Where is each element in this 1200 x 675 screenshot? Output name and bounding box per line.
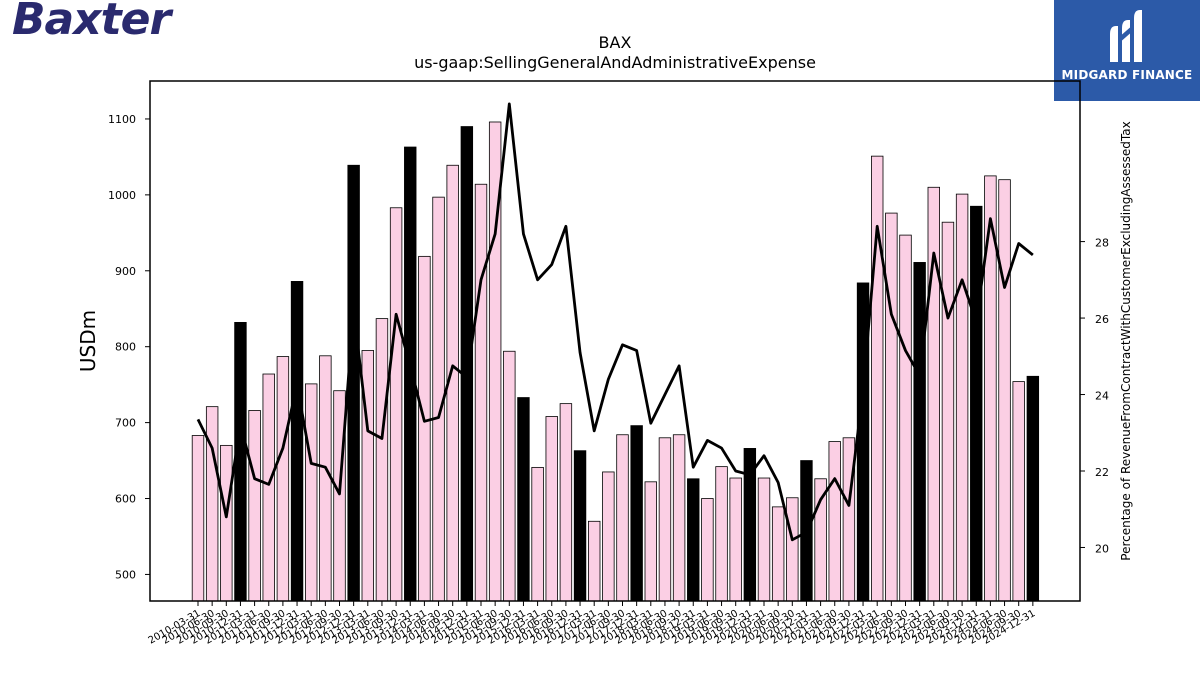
bar: [333, 390, 346, 602]
y-tick-label: 600: [115, 493, 136, 506]
bar: [729, 477, 742, 602]
y-axis-ticks: 500 600 700 800 900 1000 1100: [108, 113, 150, 581]
y2-tick-label: 20: [1095, 542, 1109, 555]
bar: [998, 179, 1011, 602]
series-line: [196, 102, 1034, 542]
bar: [828, 441, 841, 602]
bar: [616, 434, 629, 602]
midgard-logo-icon: [1110, 10, 1142, 62]
y-axis-label: USDm: [76, 310, 100, 372]
bar: [871, 155, 884, 602]
bar: [276, 356, 290, 602]
bar: [418, 255, 431, 602]
bar: [899, 234, 912, 602]
bar: [319, 355, 332, 602]
bar: [517, 397, 530, 602]
badge-label: MIDGARD FINANCE: [1061, 68, 1193, 82]
bar: [927, 186, 941, 602]
bar: [559, 403, 573, 602]
bar: [573, 450, 587, 602]
bar: [220, 444, 233, 602]
plot-frame: [149, 80, 1081, 602]
bar: [913, 262, 926, 602]
y2-axis-ticks: 20 22 24 26 28: [1080, 237, 1109, 555]
y-tick-label: 800: [115, 341, 136, 354]
y2-tick-label: 22: [1095, 466, 1109, 479]
bar: [757, 477, 771, 602]
bar: [630, 425, 643, 602]
bars-layer: [191, 121, 1040, 602]
bar: [191, 435, 205, 602]
bar: [715, 466, 728, 602]
brand-logo: Baxter: [6, 0, 206, 45]
y2-tick-label: 28: [1095, 237, 1109, 250]
bar: [970, 205, 983, 602]
bar: [234, 321, 247, 602]
bar: [290, 281, 304, 602]
bar: [304, 383, 318, 602]
bar: [545, 416, 558, 602]
bar: [687, 478, 700, 602]
bar: [602, 471, 615, 602]
bar: [460, 126, 474, 602]
bar: [955, 193, 969, 602]
chart-subtitle: us-gaap:SellingGeneralAndAdministrativeE…: [414, 53, 816, 72]
bar: [248, 410, 261, 602]
bar: [658, 437, 672, 602]
bar: [205, 406, 219, 602]
bar: [644, 481, 658, 602]
bar: [375, 318, 389, 602]
line-layer: [196, 102, 1034, 542]
y2-axis-label: Percentage of RevenueFromContractWithCus…: [1119, 121, 1133, 560]
bar: [347, 164, 360, 602]
y-tick-label: 500: [115, 568, 136, 581]
bar: [786, 497, 799, 602]
bar: [814, 478, 827, 602]
bar: [531, 466, 544, 602]
bar: [1012, 381, 1025, 602]
bar: [701, 498, 714, 602]
x-axis-ticks: 2010-03-312010-06-302010-09-302010-12-31…: [147, 601, 1037, 647]
bar: [474, 183, 488, 602]
bar: [941, 221, 955, 602]
bar: [672, 434, 686, 602]
y-tick-label: 1000: [108, 189, 136, 202]
bar: [503, 350, 516, 602]
midgard-finance-badge: MIDGARD FINANCE: [1054, 0, 1200, 101]
bar: [885, 212, 898, 602]
bar: [262, 373, 275, 602]
y-tick-label: 700: [115, 417, 136, 430]
bar: [588, 520, 601, 602]
y-tick-label: 1100: [108, 113, 136, 126]
y2-tick-label: 24: [1095, 390, 1109, 403]
y2-tick-label: 26: [1095, 313, 1109, 326]
y-tick-label: 900: [115, 265, 136, 278]
bar: [389, 207, 403, 602]
bar: [1026, 375, 1040, 602]
bar: [404, 146, 417, 602]
chart-title: BAX: [599, 33, 632, 52]
brand-logo-text: Baxter: [12, 0, 171, 45]
bar: [771, 506, 785, 602]
